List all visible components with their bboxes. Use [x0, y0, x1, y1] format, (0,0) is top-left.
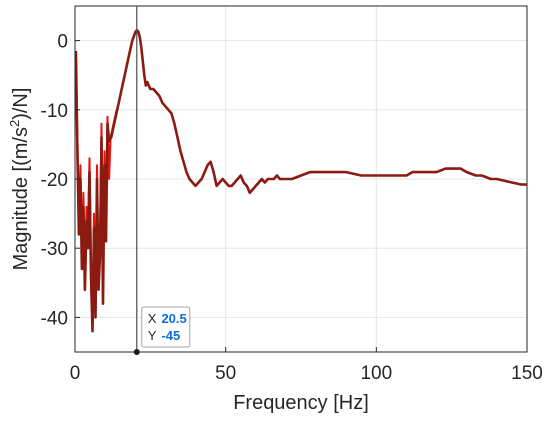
y-axis-label-main: Magnitude [(m/s: [10, 127, 32, 270]
y-axis-label-tail: )/N]: [10, 88, 32, 120]
y-tick-label-0: 0: [57, 32, 68, 53]
x-tick-label-0: 0: [70, 363, 81, 384]
y-axis-label: Magnitude [(m/s2)/N]: [7, 88, 32, 271]
datatip-x-row: X 20.5: [148, 311, 187, 326]
x-tick-label-3: 150: [511, 363, 543, 384]
datatip-box: [141, 306, 191, 348]
datatip-y-label: Y: [148, 328, 157, 343]
datatip[interactable]: X 20.5 Y -45: [133, 6, 191, 355]
y-axis-label-superscript: 2: [7, 120, 22, 127]
series-group: [74, 28, 527, 333]
datatip-x-label: X: [148, 311, 157, 326]
axes: [74, 5, 528, 353]
x-tick-label-1: 50: [215, 363, 236, 384]
x-tick-label-2: 100: [360, 363, 392, 384]
datatip-x-value: 20.5: [161, 311, 186, 326]
y-tick-label-3: -30: [41, 239, 68, 260]
y-tick-label-4: -40: [41, 308, 68, 329]
y-tick-label-1: -10: [41, 101, 68, 122]
x-axis-label: Frequency [Hz]: [233, 392, 369, 414]
datatip-marker[interactable]: [133, 349, 140, 355]
datatip-y-row: Y -45: [148, 328, 180, 343]
y-tick-label-2: -20: [41, 170, 68, 191]
tick-labels: 0 50 100 150 0 -10 -20 -30 -40: [41, 32, 543, 384]
series-line-2: [74, 28, 527, 333]
datatip-y-value: -45: [161, 328, 180, 343]
